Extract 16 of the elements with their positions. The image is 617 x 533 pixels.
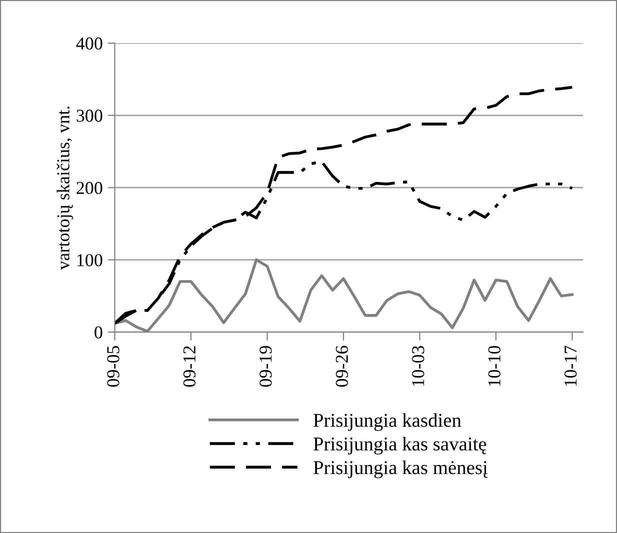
legend-label: Prisijungia kasdien xyxy=(314,413,462,431)
y-tick-label: 0 xyxy=(94,326,102,338)
legend-label: Prisijungia kas mėnesį xyxy=(314,460,488,478)
x-tick-label: 09-19 xyxy=(260,346,272,387)
y-axis-title: vartotojų skaičius, vnt. xyxy=(56,106,74,270)
y-tick-label: 400 xyxy=(76,37,102,50)
x-tick-label: 09-12 xyxy=(183,346,196,387)
x-tick-label: 09-26 xyxy=(336,346,348,387)
x-tick-label: 10-17 xyxy=(564,346,577,386)
legend-label: Prisijungia kas savaitę xyxy=(314,436,486,455)
x-tick-label: 10-10 xyxy=(488,346,500,386)
y-tick-label: 200 xyxy=(76,182,102,194)
x-tick-label: 10-03 xyxy=(412,346,424,386)
y-tick-label: 300 xyxy=(76,110,102,122)
x-tick-label: 09-05 xyxy=(107,346,120,387)
y-tick-label: 100 xyxy=(77,254,102,266)
